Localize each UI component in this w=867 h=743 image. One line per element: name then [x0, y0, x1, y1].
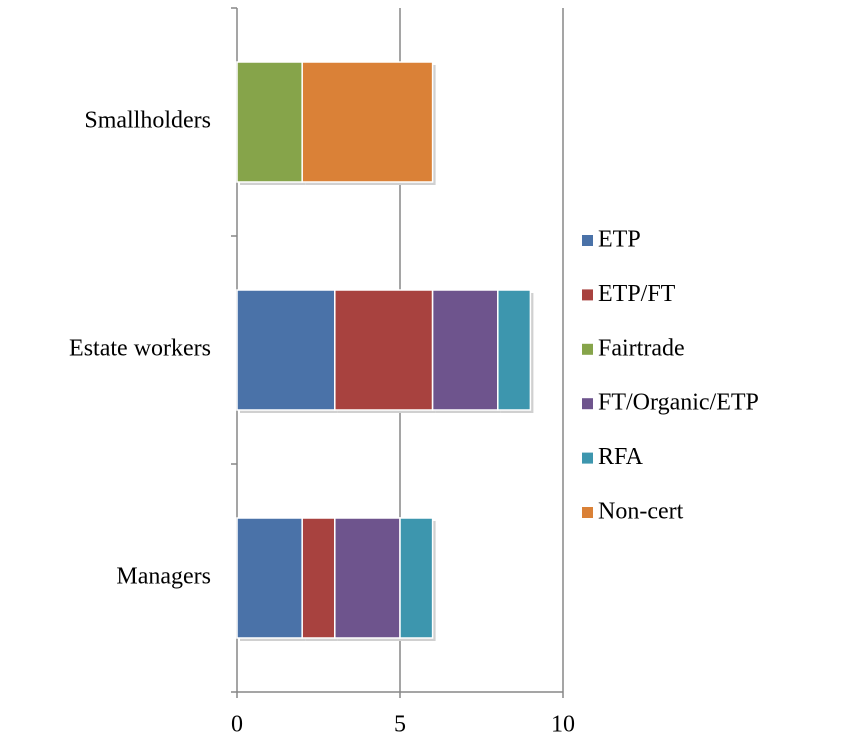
legend-label: RFA	[598, 444, 644, 470]
y-tick-label: Smallholders	[84, 108, 211, 134]
legend-label: Fairtrade	[598, 335, 685, 361]
legend-swatch	[582, 235, 593, 246]
y-tick-label: Managers	[116, 564, 211, 590]
legend-label: ETP/FT	[598, 281, 676, 307]
legend-label: FT/Organic/ETP	[598, 390, 759, 416]
bar-segment	[399, 517, 434, 639]
bar-segment	[236, 289, 336, 411]
legend-swatch	[582, 398, 593, 410]
bar-segment	[236, 61, 303, 183]
legend-label: ETP	[598, 227, 641, 253]
legend-swatch	[582, 343, 593, 355]
legend-swatch	[582, 289, 593, 301]
legend-swatch	[582, 452, 593, 464]
bar-segment	[236, 517, 303, 639]
bar-segment	[334, 517, 401, 639]
bar-segment	[431, 289, 499, 411]
x-tick-label: 5	[394, 712, 406, 738]
bar-segment	[301, 61, 434, 183]
legend-label: Non-cert	[598, 499, 684, 525]
bar-segment	[334, 289, 434, 411]
x-tick-label: 10	[551, 712, 575, 738]
bar-segment	[301, 517, 336, 639]
bar-segment	[497, 289, 532, 411]
x-tick-label: 0	[231, 712, 243, 738]
legend-swatch	[582, 507, 593, 518]
y-tick-label: Estate workers	[69, 336, 211, 362]
